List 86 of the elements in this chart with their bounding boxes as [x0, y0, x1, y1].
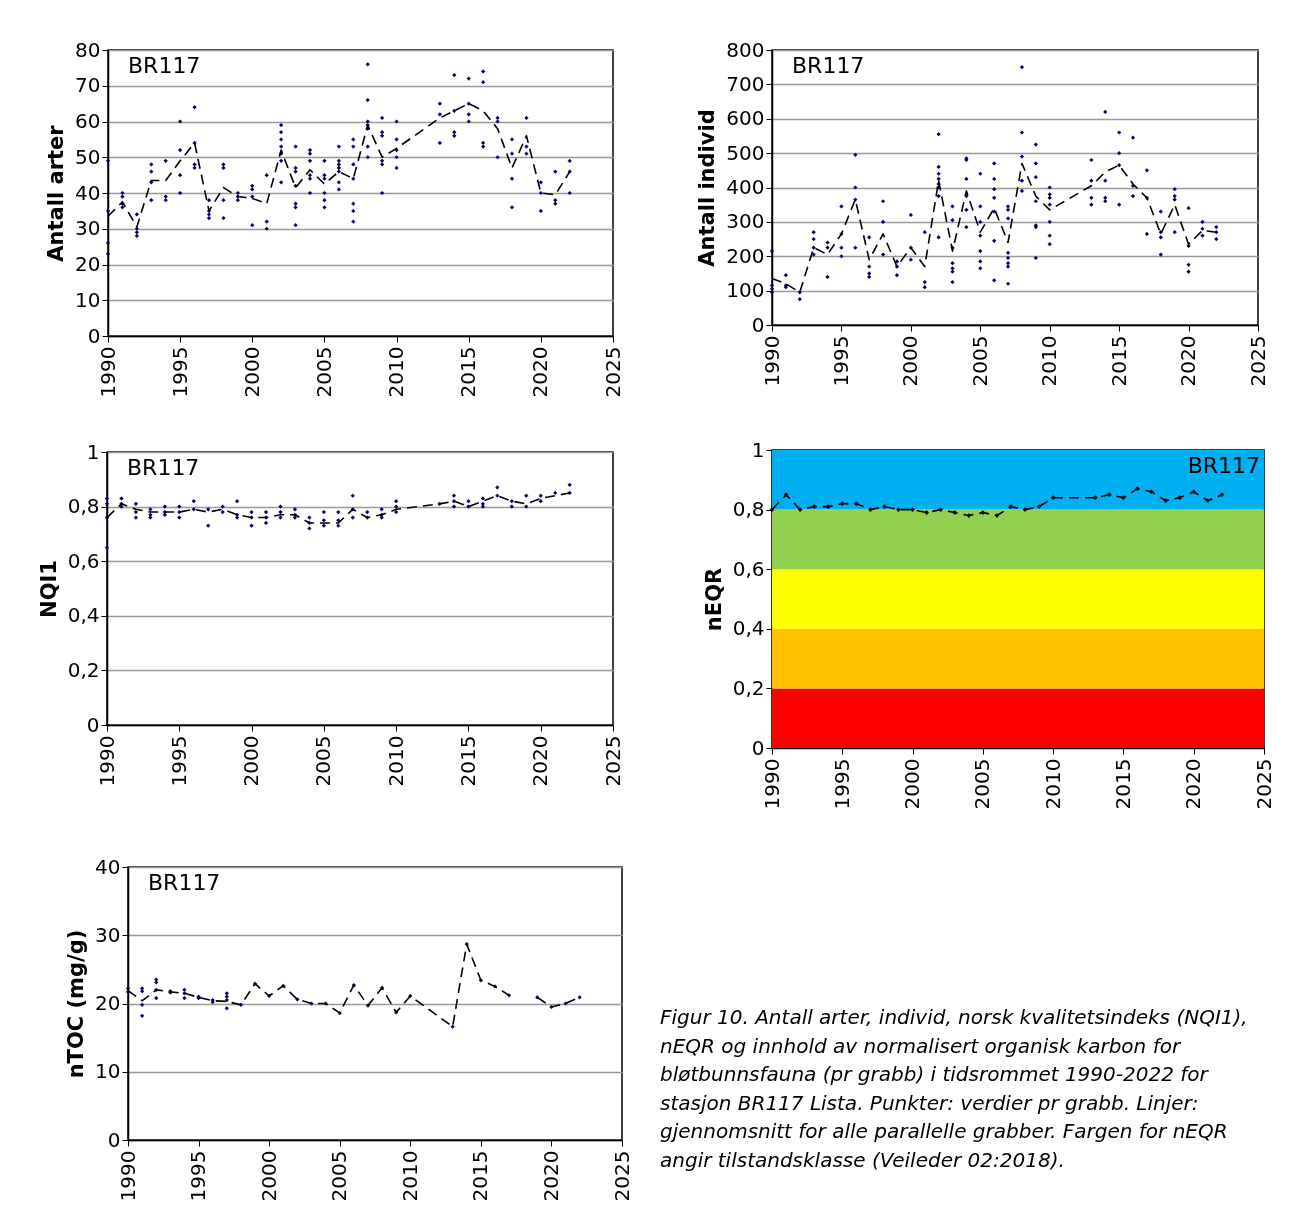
- x-tick-label: 2015: [1110, 758, 1135, 810]
- y-tick-label: 300: [726, 209, 765, 234]
- y-axis-title: NQI1: [36, 560, 61, 618]
- x-tick-label: 2015: [456, 346, 481, 398]
- x-tick-label: 2005: [311, 735, 336, 787]
- x-tick-label: 1995: [166, 735, 191, 787]
- y-tick-label: 0,4: [732, 616, 765, 641]
- y-tick-label: 1: [751, 437, 765, 462]
- y-tick-label: 10: [75, 287, 101, 312]
- y-axis-title: Antall individ: [695, 109, 720, 267]
- x-tick-label: 2020: [1181, 758, 1206, 810]
- x-tick-label: 2010: [1040, 758, 1065, 810]
- annotation: BR117: [1187, 453, 1260, 478]
- y-tick-label: 500: [726, 140, 765, 165]
- y-tick-label: 50: [75, 144, 101, 169]
- x-tick-label: 2010: [383, 735, 408, 787]
- y-tick-label: 20: [95, 991, 121, 1015]
- x-tick-label: 1990: [759, 758, 784, 810]
- x-tick-label: 2020: [528, 735, 553, 787]
- y-tick-label: 40: [75, 180, 101, 205]
- y-tick-label: 800: [726, 37, 765, 62]
- text: Figur 10. Antall arter, individ, norsk kvalitetsindeks (NQI1), nEQR og innhold av normalisert organisk karbon for bløtbunnsfauna (pr grabb) i tidsrommet 1990-2022 for stasjon BR117 Lista. Punkter: verdier pr grabb. Linjer: gjennomsnitt for alle parallelle grabber. Fargen for nEQR angir tilstandsklasse (Veileder 02:2018).: [660, 1004, 1249, 1174]
- x-tick-label: 1995: [186, 1150, 211, 1202]
- y-tick-label: 40: [95, 854, 121, 879]
- annotation: BR117: [792, 53, 865, 78]
- y-tick-label: 0,4: [67, 603, 100, 628]
- y-tick-label: 0,8: [67, 494, 100, 519]
- y-tick-label: 30: [75, 216, 101, 241]
- x-tick-label: 2010: [1037, 335, 1062, 387]
- y-tick-label: 100: [726, 278, 765, 303]
- y-tick-label: 0,6: [732, 556, 765, 581]
- y-tick-label: 0: [751, 312, 765, 337]
- x-tick-label: 2000: [900, 758, 925, 810]
- x-tick-label: 2020: [1176, 335, 1201, 387]
- x-tick-label: 2025: [609, 1150, 634, 1202]
- y-tick-label: 80: [75, 37, 101, 62]
- x-tick-label: 2005: [970, 758, 995, 810]
- x-tick-label: 1995: [829, 758, 854, 810]
- y-tick-label: 70: [75, 73, 101, 98]
- y-axis-title: nEQR: [701, 567, 726, 632]
- x-tick-label: 2015: [455, 735, 480, 787]
- y-tick-label: 600: [726, 106, 765, 131]
- y-tick-label: 0: [86, 712, 100, 737]
- y-tick-label: 0: [751, 735, 765, 760]
- y-tick-label: 20: [75, 252, 101, 276]
- x-tick-label: 2000: [256, 1150, 281, 1202]
- x-tick-label: 2025: [600, 346, 625, 398]
- y-tick-label: 0: [107, 1127, 121, 1152]
- annotation: BR117: [127, 455, 200, 480]
- y-tick-label: 60: [75, 109, 101, 133]
- x-tick-label: 2000: [239, 735, 264, 787]
- annotation: BR117: [128, 53, 201, 78]
- x-tick-label: 1995: [828, 335, 853, 387]
- x-tick-label: 2025: [1245, 335, 1270, 387]
- x-tick-label: 2000: [898, 335, 923, 387]
- y-tick-label: 30: [95, 922, 121, 947]
- x-tick-label: 2005: [327, 1150, 352, 1202]
- x-tick-label: 1995: [167, 346, 192, 398]
- x-tick-label: 2020: [538, 1150, 563, 1202]
- y-tick-label: 400: [726, 175, 765, 199]
- annotation: BR117: [148, 870, 221, 895]
- y-axis-title: nTOC (mg/g): [64, 929, 89, 1079]
- y-tick-label: 200: [726, 243, 765, 268]
- x-tick-label: 2010: [384, 346, 409, 398]
- x-tick-label: 1990: [94, 735, 119, 787]
- x-tick-label: 2025: [600, 735, 625, 787]
- x-tick-label: 2000: [239, 346, 264, 398]
- y-tick-label: 0,2: [67, 657, 100, 682]
- x-tick-label: 2015: [468, 1150, 493, 1202]
- x-tick-label: 2025: [1251, 758, 1276, 810]
- y-tick-label: 10: [95, 1059, 121, 1084]
- y-axis-title: Antall arter: [44, 124, 69, 262]
- y-tick-label: 0,8: [732, 497, 765, 522]
- y-tick-label: 0,2: [732, 675, 765, 700]
- x-tick-label: 2015: [1106, 335, 1131, 387]
- y-tick-label: 0: [87, 323, 101, 348]
- y-tick-label: 700: [726, 71, 765, 96]
- x-tick-label: 2005: [311, 346, 336, 398]
- y-tick-label: 0,6: [67, 548, 100, 573]
- x-tick-label: 1990: [759, 335, 784, 387]
- x-tick-label: 2020: [528, 346, 553, 398]
- x-tick-label: 1990: [95, 346, 120, 398]
- x-tick-label: 2010: [397, 1150, 422, 1202]
- x-tick-label: 2005: [967, 335, 992, 387]
- y-tick-label: 1: [86, 439, 100, 464]
- x-tick-label: 1990: [115, 1150, 140, 1202]
